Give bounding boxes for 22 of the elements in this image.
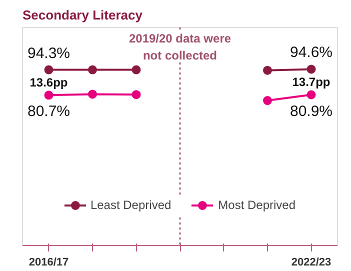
data-label: 80.7% bbox=[27, 103, 70, 120]
legend-label: Least Deprived bbox=[90, 198, 172, 212]
point bbox=[132, 90, 141, 100]
point bbox=[263, 66, 272, 75]
annotation: 2019/20 data were not collected bbox=[128, 32, 232, 62]
point bbox=[44, 90, 54, 100]
data-label: 94.6% bbox=[290, 44, 333, 62]
point bbox=[132, 65, 141, 74]
data-label: 94.3% bbox=[27, 44, 70, 62]
point bbox=[44, 65, 54, 74]
annotation: 13.7pp bbox=[292, 75, 330, 89]
point bbox=[263, 96, 272, 106]
point bbox=[306, 90, 316, 100]
point bbox=[88, 90, 97, 99]
x-tick-label: 2016/17 bbox=[28, 256, 69, 268]
chart-title: Secondary Literacy bbox=[22, 8, 144, 22]
data-label: 80.9% bbox=[290, 102, 333, 120]
point bbox=[306, 64, 316, 74]
x-tick-label: 2022/23 bbox=[291, 256, 332, 268]
point bbox=[88, 65, 97, 74]
annotation: 13.6pp bbox=[30, 75, 68, 90]
legend-label: Most Deprived bbox=[218, 198, 296, 212]
